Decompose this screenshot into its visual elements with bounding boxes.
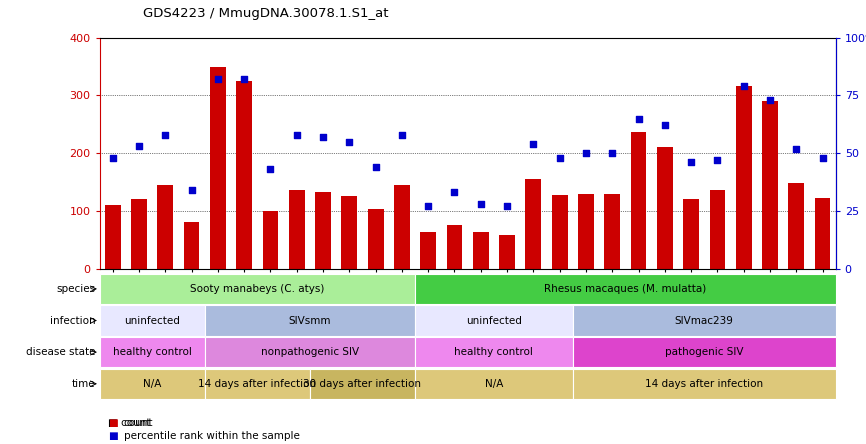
Text: count: count [124, 418, 153, 428]
Point [789, 145, 803, 152]
Bar [204, 337, 415, 367]
Bar [762, 101, 778, 269]
Point [605, 150, 619, 157]
Text: species: species [56, 284, 95, 294]
Point [737, 83, 751, 90]
Text: SIVsmm: SIVsmm [288, 316, 331, 325]
Text: nonpathogenic SIV: nonpathogenic SIV [261, 347, 359, 357]
Text: 14 days after infection: 14 days after infection [198, 379, 316, 389]
Bar [447, 226, 462, 269]
Bar [415, 305, 572, 336]
Bar [473, 232, 488, 269]
Bar [578, 194, 594, 269]
Bar [415, 337, 572, 367]
Point [342, 138, 356, 145]
Bar [158, 185, 173, 269]
Text: Rhesus macaques (M. mulatta): Rhesus macaques (M. mulatta) [544, 284, 707, 294]
Bar [341, 197, 357, 269]
Text: N/A: N/A [143, 379, 161, 389]
Bar [572, 305, 836, 336]
Bar [204, 305, 415, 336]
Point [658, 122, 672, 129]
Point [421, 203, 435, 210]
Bar [315, 192, 331, 269]
Bar [394, 185, 410, 269]
Text: GDS4223 / MmugDNA.30078.1.S1_at: GDS4223 / MmugDNA.30078.1.S1_at [143, 7, 388, 20]
Point [763, 96, 777, 103]
Text: ■ count: ■ count [108, 418, 151, 428]
Point [448, 189, 462, 196]
Text: 14 days after infection: 14 days after infection [645, 379, 763, 389]
Bar [184, 222, 199, 269]
Bar [105, 205, 120, 269]
Bar [788, 183, 805, 269]
Bar [420, 232, 436, 269]
Point [211, 76, 225, 83]
Text: infection: infection [49, 316, 95, 325]
Point [237, 76, 251, 83]
Bar [657, 147, 673, 269]
Bar [100, 369, 204, 399]
Bar [815, 198, 830, 269]
Text: SIVmac239: SIVmac239 [675, 316, 734, 325]
Bar [236, 81, 252, 269]
Bar [289, 190, 305, 269]
Bar [210, 67, 226, 269]
Text: pathogenic SIV: pathogenic SIV [665, 347, 744, 357]
Bar [572, 337, 836, 367]
Point [158, 131, 172, 138]
Bar [415, 274, 836, 304]
Point [132, 143, 146, 150]
Point [106, 154, 120, 161]
Point [316, 134, 330, 141]
Point [263, 166, 277, 173]
Bar [709, 190, 725, 269]
Bar [604, 194, 620, 269]
Point [553, 154, 566, 161]
Point [395, 131, 409, 138]
Text: N/A: N/A [485, 379, 503, 389]
Bar [499, 235, 515, 269]
Point [710, 157, 724, 164]
Text: percentile rank within the sample: percentile rank within the sample [124, 431, 300, 441]
Point [474, 200, 488, 207]
Bar [415, 369, 572, 399]
Text: healthy control: healthy control [113, 347, 191, 357]
Bar [526, 179, 541, 269]
Point [631, 115, 645, 122]
Text: Sooty manabeys (C. atys): Sooty manabeys (C. atys) [191, 284, 325, 294]
Point [527, 140, 540, 147]
Text: healthy control: healthy control [455, 347, 533, 357]
Bar [100, 337, 204, 367]
Bar [131, 199, 147, 269]
Point [501, 203, 514, 210]
Point [684, 159, 698, 166]
Bar [368, 209, 384, 269]
Point [290, 131, 304, 138]
Text: time: time [72, 379, 95, 389]
Point [816, 154, 830, 161]
Text: ■: ■ [108, 431, 118, 441]
Point [184, 186, 198, 194]
Bar [310, 369, 415, 399]
Bar [736, 86, 752, 269]
Bar [572, 369, 836, 399]
Bar [552, 195, 567, 269]
Text: uninfected: uninfected [124, 316, 180, 325]
Text: 30 days after infection: 30 days after infection [303, 379, 422, 389]
Bar [204, 369, 310, 399]
Text: ■: ■ [108, 418, 118, 428]
Point [369, 163, 383, 170]
Bar [262, 211, 278, 269]
Text: disease state: disease state [26, 347, 95, 357]
Bar [630, 132, 646, 269]
Bar [100, 305, 204, 336]
Bar [100, 274, 415, 304]
Bar [683, 199, 699, 269]
Text: uninfected: uninfected [466, 316, 522, 325]
Point [579, 150, 593, 157]
